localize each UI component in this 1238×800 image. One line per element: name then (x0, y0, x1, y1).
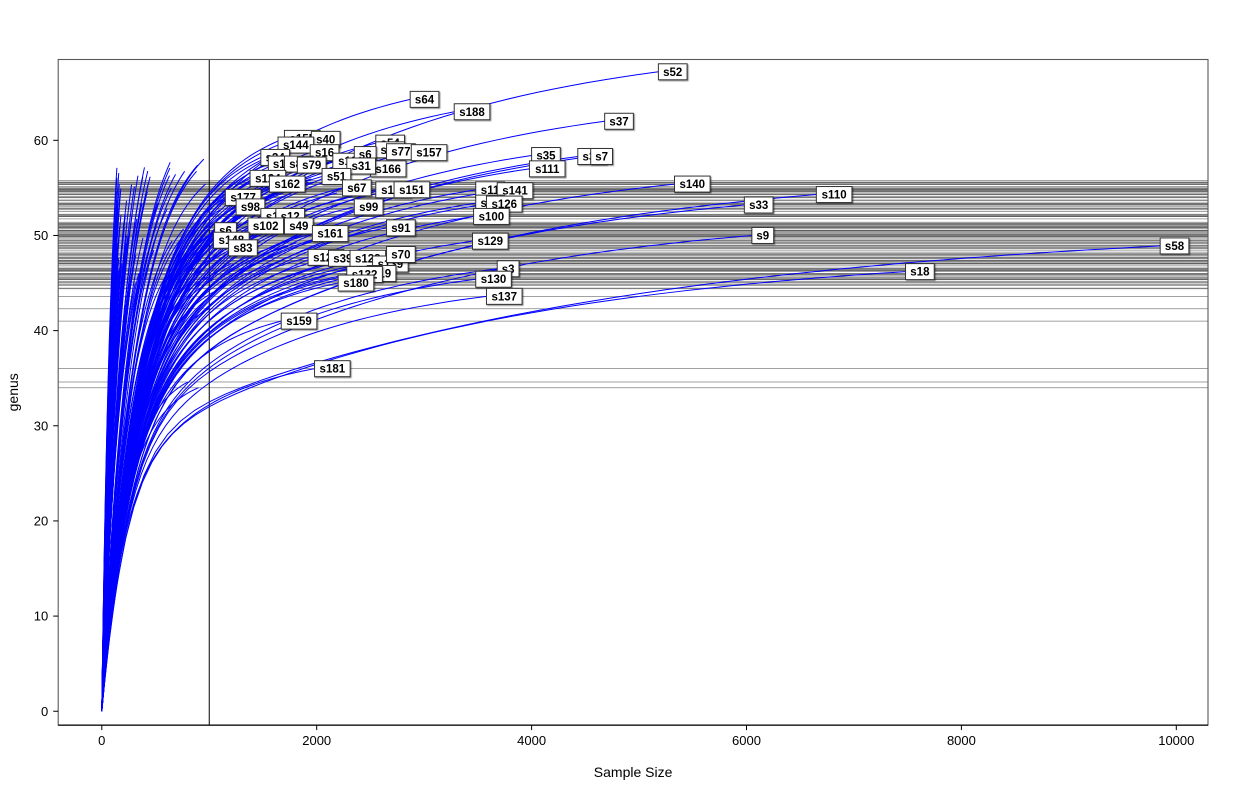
svg-text:s129: s129 (478, 236, 504, 248)
svg-text:s181: s181 (320, 364, 346, 376)
svg-text:s31: s31 (352, 161, 372, 173)
svg-text:s151: s151 (399, 185, 425, 197)
svg-text:s64: s64 (415, 94, 435, 106)
svg-text:s166: s166 (375, 164, 401, 176)
svg-text:10: 10 (34, 609, 48, 624)
svg-text:s18: s18 (910, 267, 930, 279)
svg-text:s67: s67 (347, 183, 366, 195)
svg-text:s162: s162 (274, 179, 300, 191)
svg-text:s102: s102 (253, 221, 279, 233)
svg-text:s100: s100 (479, 211, 505, 223)
svg-text:6000: 6000 (732, 733, 761, 748)
svg-text:s111: s111 (535, 164, 560, 176)
svg-text:s137: s137 (491, 291, 517, 303)
svg-text:s37: s37 (609, 116, 628, 128)
svg-text:30: 30 (34, 418, 48, 433)
svg-text:s83: s83 (233, 243, 252, 255)
svg-text:10000: 10000 (1158, 733, 1194, 748)
svg-text:s9: s9 (756, 230, 769, 242)
svg-text:s49: s49 (289, 221, 308, 233)
svg-text:4000: 4000 (517, 733, 546, 748)
svg-text:40: 40 (34, 323, 48, 338)
svg-text:s159: s159 (286, 316, 312, 328)
svg-text:s180: s180 (343, 278, 369, 290)
svg-text:s91: s91 (391, 223, 411, 235)
svg-text:s110: s110 (822, 190, 847, 202)
svg-text:50: 50 (34, 228, 48, 243)
svg-text:s188: s188 (459, 107, 485, 119)
svg-text:s58: s58 (1165, 241, 1185, 253)
svg-text:s79: s79 (302, 160, 321, 172)
svg-text:s98: s98 (241, 202, 261, 214)
svg-text:0: 0 (98, 733, 105, 748)
svg-text:s140: s140 (680, 179, 706, 191)
svg-text:60: 60 (34, 133, 48, 148)
svg-text:2000: 2000 (302, 733, 331, 748)
svg-text:0: 0 (41, 704, 48, 719)
svg-text:s161: s161 (317, 229, 343, 241)
svg-text:s70: s70 (391, 249, 410, 261)
svg-text:genus: genus (5, 373, 21, 411)
svg-text:s7: s7 (595, 151, 608, 163)
svg-text:s130: s130 (481, 274, 507, 286)
svg-text:s52: s52 (663, 67, 682, 79)
svg-text:Sample Size: Sample Size (594, 764, 673, 780)
svg-text:s99: s99 (359, 202, 378, 214)
svg-text:20: 20 (34, 513, 48, 528)
svg-text:s77: s77 (391, 147, 410, 159)
svg-text:8000: 8000 (947, 733, 976, 748)
svg-text:s33: s33 (749, 200, 768, 212)
svg-text:s157: s157 (416, 148, 442, 160)
